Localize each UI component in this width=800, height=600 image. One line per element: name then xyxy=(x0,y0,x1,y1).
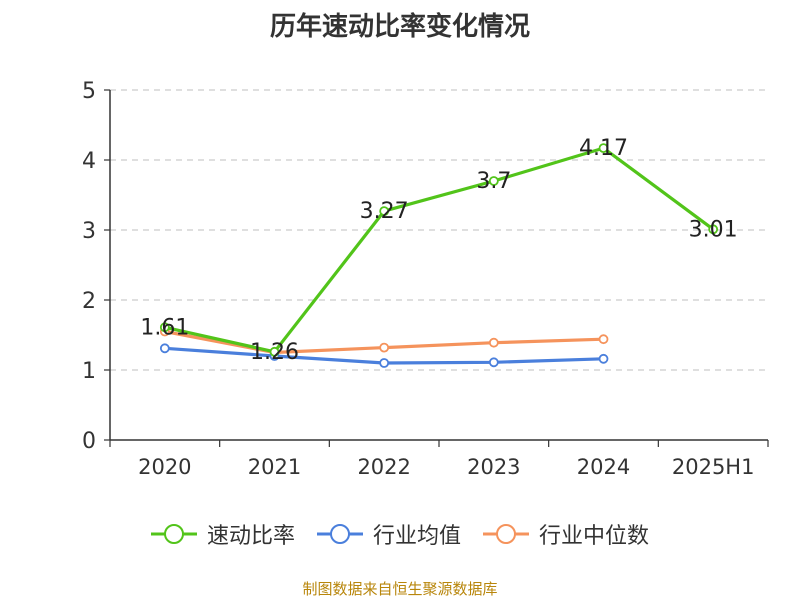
data-label: 4.17 xyxy=(579,136,628,161)
data-point xyxy=(379,358,390,368)
x-tick-label: 2020 xyxy=(138,455,191,479)
data-point xyxy=(488,176,499,186)
data-label: 1.61 xyxy=(140,315,189,340)
data-point xyxy=(379,206,390,217)
legend-marker-icon xyxy=(483,524,529,544)
data-label: 1.26 xyxy=(250,340,299,365)
axes: 0 1 2 3 4 5 2020 2021 2022 2023 2024 2025H1 xyxy=(82,79,769,479)
data-point xyxy=(598,334,609,345)
x-tick-label: 2025H1 xyxy=(672,455,755,479)
legend-item-industry-mean[interactable]: 行业均值 xyxy=(316,518,461,550)
data-point xyxy=(159,322,170,333)
data-point xyxy=(269,346,280,357)
y-tick-label: 4 xyxy=(82,149,96,174)
data-point xyxy=(488,357,499,368)
y-tick-label: 2 xyxy=(82,289,96,314)
source-note: 制图数据来自恒生聚源数据库 xyxy=(302,580,498,598)
x-tick-label: 2021 xyxy=(248,455,301,479)
data-label: 3.01 xyxy=(689,217,738,242)
data-point xyxy=(598,353,609,364)
legend-label: 速动比率 xyxy=(206,524,295,549)
y-tick-label: 1 xyxy=(82,359,96,384)
data-point xyxy=(708,224,719,235)
data-point xyxy=(159,343,170,354)
y-tick-label: 0 xyxy=(82,429,96,454)
y-tick-label: 3 xyxy=(82,219,96,244)
y-tick-label: 5 xyxy=(82,79,96,104)
data-point xyxy=(598,143,609,154)
legend-marker-icon xyxy=(150,524,197,544)
data-label: 3.27 xyxy=(360,199,409,224)
series-lines xyxy=(159,143,719,368)
x-tick-label: 2022 xyxy=(357,455,410,479)
x-tick-label: 2023 xyxy=(467,455,520,479)
legend-label: 行业中位数 xyxy=(539,524,650,549)
data-labels: 1.61 1.26 3.27 3.7 4.17 3.01 xyxy=(140,136,737,365)
legend-marker-icon xyxy=(316,524,363,544)
legend-label: 行业均值 xyxy=(372,524,461,549)
data-point xyxy=(379,342,390,353)
legend-item-industry-median[interactable]: 行业中位数 xyxy=(483,518,649,550)
legend: 速动比率 行业均值 行业中位数 xyxy=(0,518,800,550)
legend-item-quick-ratio[interactable]: 速动比率 xyxy=(150,518,295,550)
data-point xyxy=(488,337,499,348)
data-label: 3.7 xyxy=(476,169,511,194)
x-tick-label: 2024 xyxy=(577,455,630,479)
grid-lines xyxy=(110,89,768,371)
series-line xyxy=(164,146,715,354)
chart-title: 历年速动比率变化情况 xyxy=(269,12,530,42)
